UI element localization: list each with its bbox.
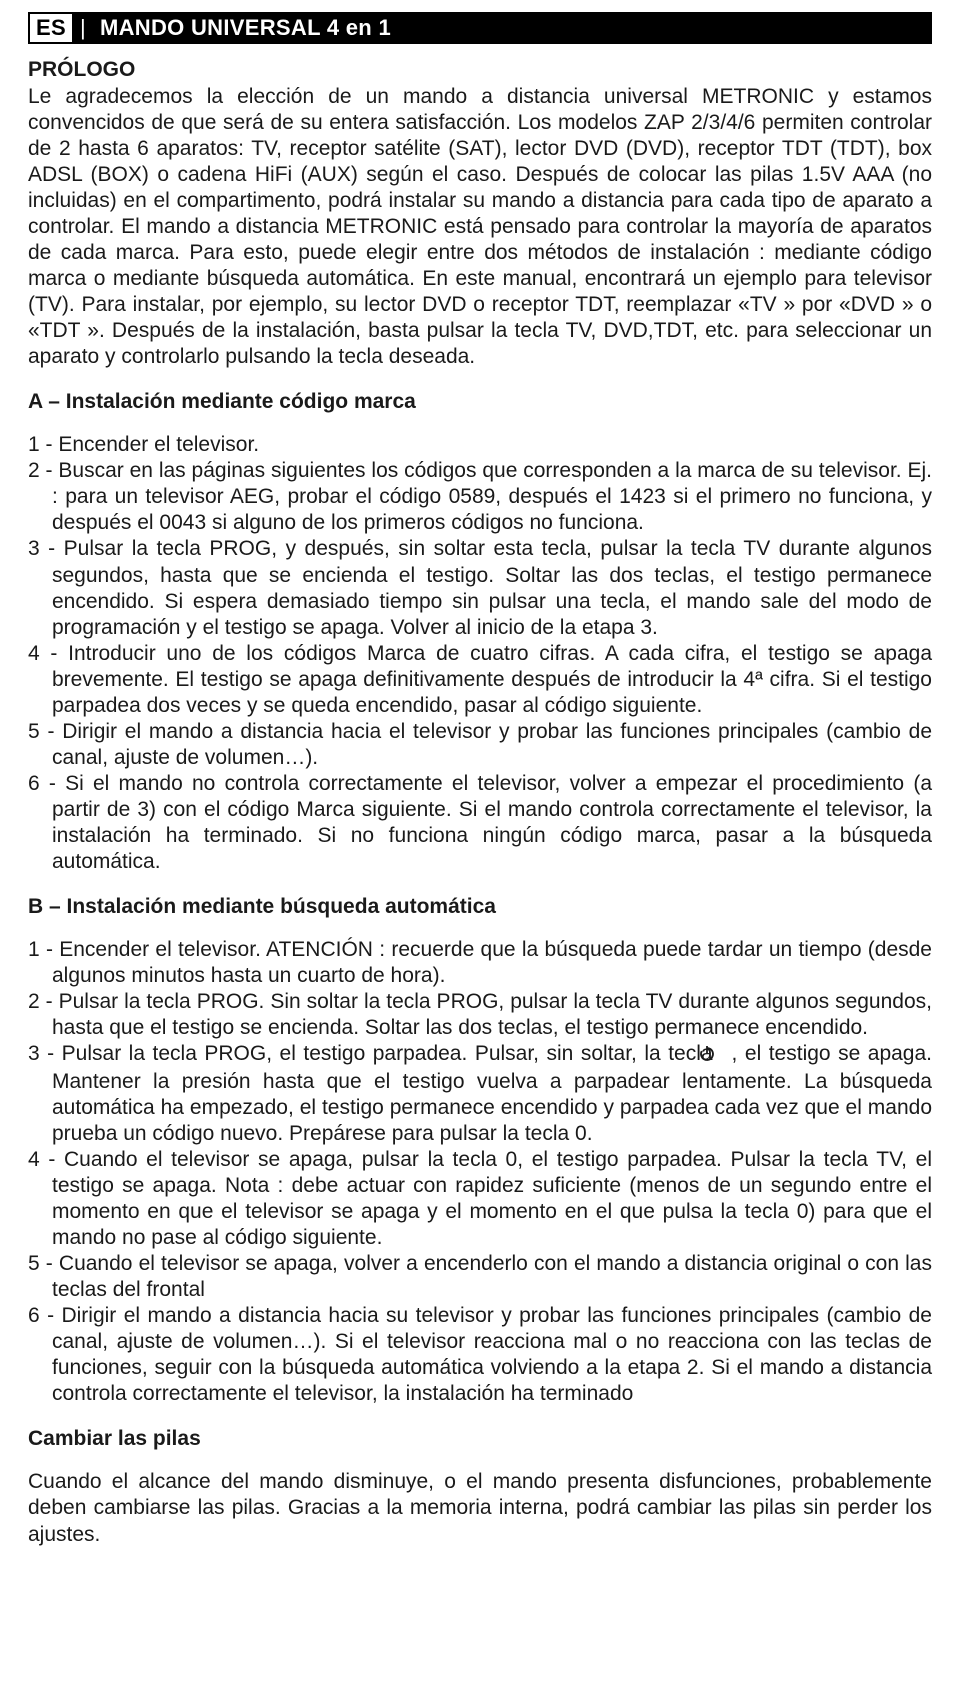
step-b2: 2 - Pulsar la tecla PROG. Sin soltar la … [28, 989, 932, 1041]
step-a4: 4 - Introducir uno de los códigos Marca … [28, 641, 932, 719]
manual-page: ES | MANDO UNIVERSAL 4 en 1 PRÓLOGO Le a… [0, 0, 960, 1568]
step-b4: 4 - Cuando el televisor se apaga, pulsar… [28, 1147, 932, 1251]
section-a-steps: 1 - Encender el televisor. 2 - Buscar en… [28, 432, 932, 875]
section-b-heading: B – Instalación mediante búsqueda automá… [28, 895, 932, 919]
step-b6: 6 - Dirigir el mando a distancia hacia s… [28, 1303, 932, 1407]
step-b3: 3 - Pulsar la tecla PROG, el testigo par… [28, 1041, 932, 1147]
header-bar: ES | MANDO UNIVERSAL 4 en 1 [28, 12, 932, 44]
step-b3-part1: 3 - Pulsar la tecla PROG, el testigo par… [28, 1042, 720, 1065]
section-b-steps: 1 - Encender el televisor. ATENCIÓN : re… [28, 937, 932, 1408]
step-a6: 6 - Si el mando no controla correctament… [28, 771, 932, 875]
header-separator: | [76, 15, 100, 41]
section-a-heading: A – Instalación mediante código marca [28, 390, 932, 414]
step-a2: 2 - Buscar en las páginas siguientes los… [28, 458, 932, 536]
step-a3: 3 - Pulsar la tecla PROG, y después, sin… [28, 536, 932, 640]
prologo-text: Le agradecemos la elección de un mando a… [28, 84, 932, 370]
cambiar-text: Cuando el alcance del mando disminuye, o… [28, 1469, 932, 1547]
prologo-heading: PRÓLOGO [28, 58, 932, 82]
cambiar-heading: Cambiar las pilas [28, 1427, 932, 1451]
step-b1: 1 - Encender el televisor. ATENCIÓN : re… [28, 937, 932, 989]
step-b5: 5 - Cuando el televisor se apaga, volver… [28, 1251, 932, 1303]
header-title: MANDO UNIVERSAL 4 en 1 [100, 15, 391, 41]
header-lang-badge: ES [30, 14, 72, 42]
step-a5: 5 - Dirigir el mando a distancia hacia e… [28, 719, 932, 771]
step-a1: 1 - Encender el televisor. [28, 432, 932, 458]
